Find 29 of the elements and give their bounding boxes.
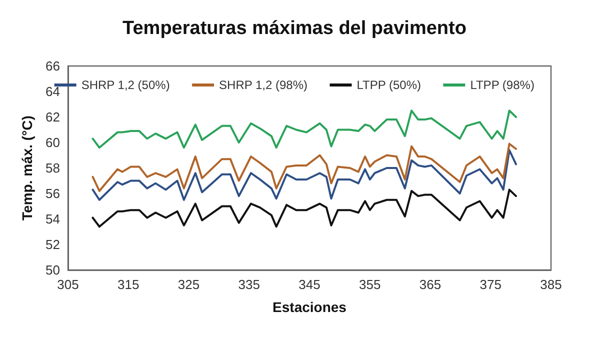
legend-label: LTPP (50%)	[356, 78, 421, 92]
x-tick-label: 305	[57, 277, 79, 292]
y-tick-label: 64	[46, 84, 60, 99]
x-tick-label: 325	[178, 277, 200, 292]
x-tick-label: 375	[480, 277, 502, 292]
x-tick-label: 335	[238, 277, 260, 292]
y-tick-label: 62	[46, 110, 60, 124]
line-series	[92, 110, 517, 149]
y-tick-label: 60	[46, 135, 60, 150]
y-tick-label: 52	[46, 237, 60, 252]
x-tick-label: 315	[118, 277, 140, 292]
x-tick-label: 385	[540, 277, 562, 292]
y-tick-label: 54	[46, 212, 60, 226]
legend-label: SHRP 1,2 (50%)	[81, 78, 170, 92]
x-axis-title: Estaciones	[272, 299, 347, 315]
x-tick-label: 365	[419, 277, 442, 292]
legend-label: SHRP 1,2 (98%)	[219, 78, 308, 92]
line-series	[92, 149, 517, 201]
y-tick-label: 56	[46, 186, 60, 201]
y-tick-label: 58	[46, 160, 60, 176]
y-axis-title: Temp. máx. (°C)	[19, 116, 35, 220]
chart-title: Temperaturas máximas del pavimento	[122, 18, 466, 39]
line-series	[92, 188, 517, 228]
legend-label: LTPP (98%)	[470, 78, 534, 92]
x-tick-label: 345	[298, 277, 320, 292]
y-tick-label: 50	[46, 262, 60, 278]
x-tick-label: 355	[359, 277, 381, 292]
y-tick-label: 66	[46, 58, 60, 74]
line-series	[92, 142, 517, 192]
